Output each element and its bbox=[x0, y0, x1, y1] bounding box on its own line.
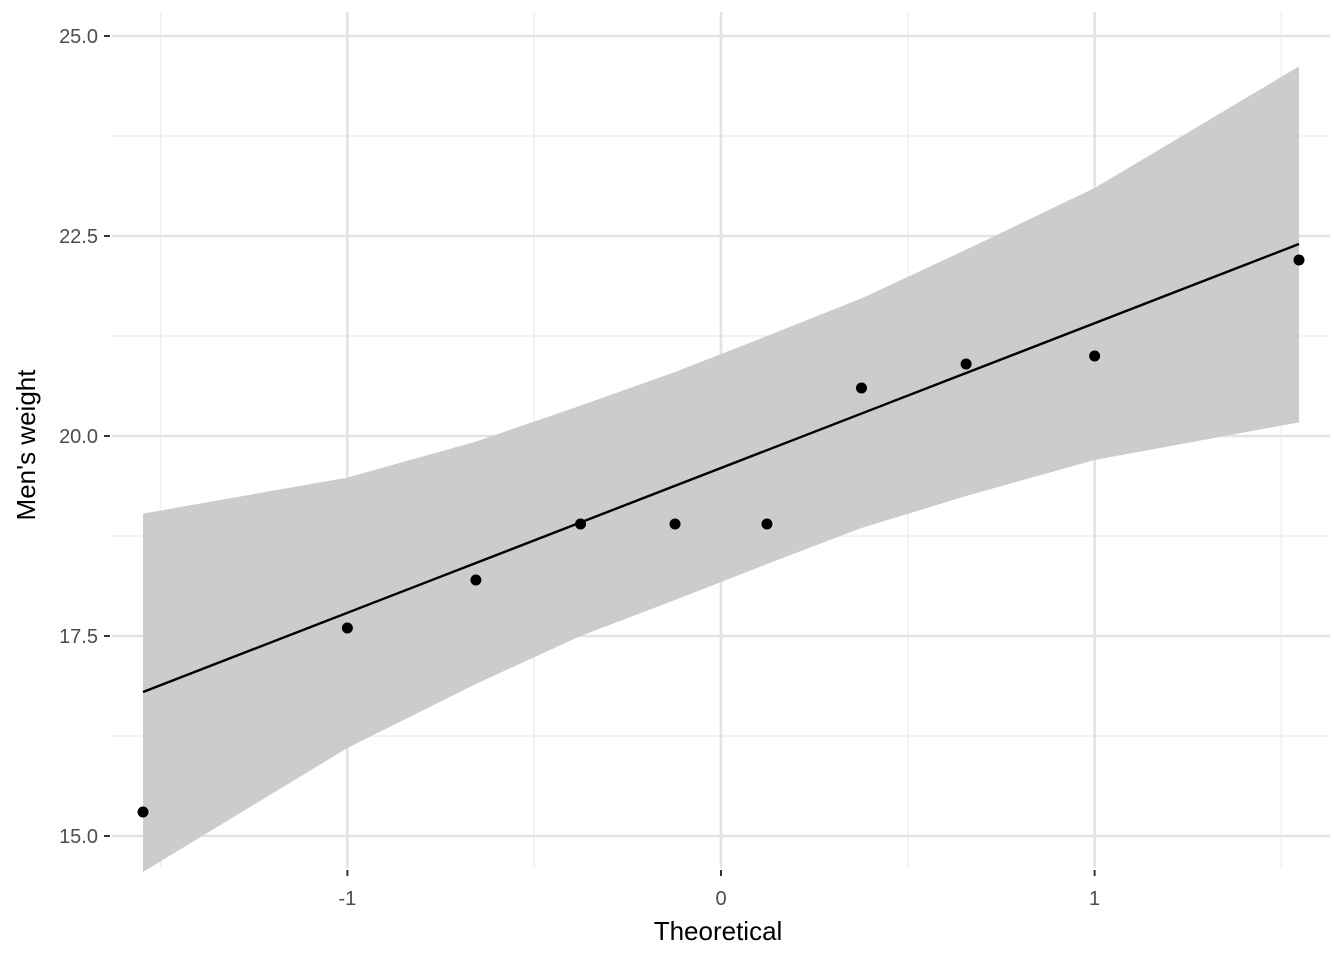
x-axis-ticks: -1 0 1 bbox=[338, 870, 1100, 910]
x-axis-title: Theoretical bbox=[654, 916, 783, 946]
y-axis-title: Men's weight bbox=[11, 369, 41, 521]
reference-line bbox=[142, 242, 1300, 694]
x-tick-label: -1 bbox=[338, 888, 356, 910]
data-point bbox=[137, 806, 149, 818]
data-point bbox=[341, 622, 353, 634]
reference-line-layer bbox=[142, 242, 1300, 694]
y-tick-label: 25.0 bbox=[59, 26, 98, 48]
y-tick-label: 15.0 bbox=[59, 826, 98, 848]
data-point bbox=[575, 518, 587, 530]
y-tick-label: 22.5 bbox=[59, 226, 98, 248]
data-points-layer bbox=[137, 254, 1305, 818]
data-point bbox=[1293, 254, 1305, 266]
y-tick-label: 20.0 bbox=[59, 426, 98, 448]
data-point bbox=[470, 574, 482, 586]
data-point bbox=[855, 382, 867, 394]
y-tick-label: 17.5 bbox=[59, 626, 98, 648]
x-tick-label: 0 bbox=[715, 888, 726, 910]
y-axis-ticks: 15.0 17.5 20.0 22.5 25.0 bbox=[59, 26, 110, 848]
data-point bbox=[761, 518, 773, 530]
data-point bbox=[960, 358, 972, 370]
data-point bbox=[1089, 350, 1101, 362]
data-point bbox=[669, 518, 681, 530]
x-tick-label: 1 bbox=[1089, 888, 1100, 910]
